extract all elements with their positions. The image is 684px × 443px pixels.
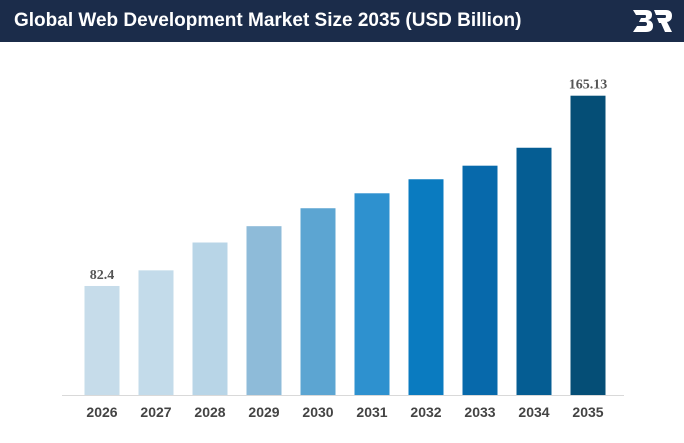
- bar-2029: [246, 226, 282, 395]
- bar-2026: [84, 285, 120, 395]
- bar-2031: [354, 193, 390, 395]
- chart-area: 82.4 165.13 2026 2027 2028 2029 2030 2031 2032 2…: [0, 42, 684, 438]
- bar-2028: [192, 242, 228, 395]
- data-label-2035: 165.13: [569, 78, 608, 93]
- x-tick-label: 2026: [86, 404, 117, 420]
- x-tick-label: 2032: [410, 404, 441, 420]
- bar-2035: [570, 95, 606, 396]
- x-tick-label: 2034: [518, 404, 549, 420]
- bar-2033: [462, 165, 498, 395]
- x-tick-label: 2035: [572, 404, 603, 420]
- bar-2030: [300, 208, 336, 395]
- br-logo-icon: [630, 6, 674, 36]
- bar-2027: [138, 270, 174, 395]
- bar-2034: [516, 147, 552, 395]
- bar-chart: 82.4 165.13 2026 2027 2028 2029 2030 2031 2032 2…: [62, 78, 624, 420]
- x-tick-label: 2033: [464, 404, 495, 420]
- chart-title: Global Web Development Market Size 2035 …: [14, 10, 522, 31]
- x-tick-label: 2027: [140, 404, 171, 420]
- x-tick-label: 2029: [248, 404, 279, 420]
- x-tick-label: 2031: [356, 404, 387, 420]
- chart-header: Global Web Development Market Size 2035 …: [0, 0, 684, 42]
- data-label-2026: 82.4: [90, 268, 115, 283]
- bar-2032: [408, 179, 444, 395]
- x-tick-label: 2030: [302, 404, 333, 420]
- x-tick-label: 2028: [194, 404, 225, 420]
